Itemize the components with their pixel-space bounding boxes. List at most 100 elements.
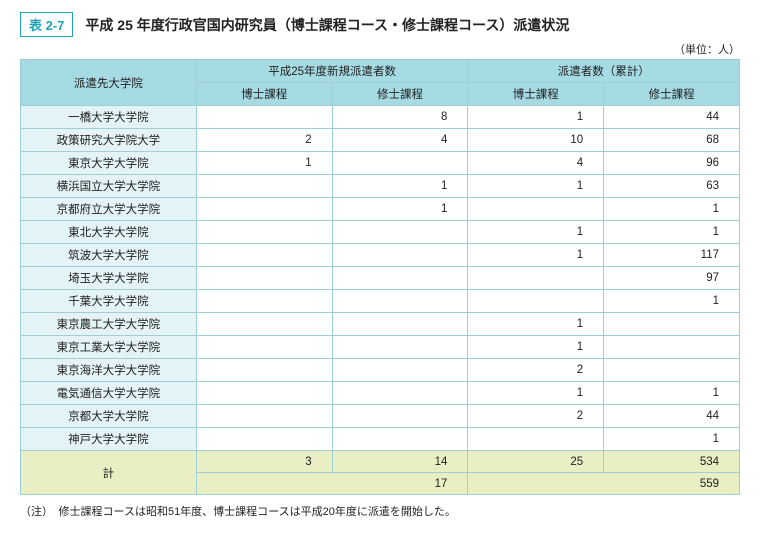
cell-d1 <box>196 382 332 405</box>
cell-d2: 1 <box>468 221 604 244</box>
title-row: 表 2-7 平成 25 年度行政官国内研究員（博士課程コース・修士課程コース）派… <box>20 12 740 37</box>
cell-d1 <box>196 405 332 428</box>
row-name: 一橋大学大学院 <box>21 106 197 129</box>
total-m1: 14 <box>332 451 468 473</box>
table-row: 東京大学大学院1 496 <box>21 152 740 175</box>
row-name: 京都大学大学院 <box>21 405 197 428</box>
cell-m2: 44 <box>604 405 740 428</box>
cell-d2 <box>468 267 604 290</box>
cell-d1 <box>196 175 332 198</box>
cell-m2: 1 <box>604 290 740 313</box>
row-name: 電気通信大学大学院 <box>21 382 197 405</box>
cell-d1 <box>196 336 332 359</box>
col-doc-new: 博士課程 <box>196 83 332 106</box>
row-name: 千葉大学大学院 <box>21 290 197 313</box>
row-name: 東北大学大学院 <box>21 221 197 244</box>
total-row-1: 計 3 14 25 534 <box>21 451 740 473</box>
cell-d2: 1 <box>468 313 604 336</box>
cell-m2: 97 <box>604 267 740 290</box>
cell-d2: 10 <box>468 129 604 152</box>
row-name: 東京農工大学大学院 <box>21 313 197 336</box>
total-d1: 3 <box>196 451 332 473</box>
total-d2: 25 <box>468 451 604 473</box>
cell-d1 <box>196 428 332 451</box>
table-row: 東京海洋大学大学院 2 <box>21 359 740 382</box>
row-name: 横浜国立大学大学院 <box>21 175 197 198</box>
table-row: 千葉大学大学院 1 <box>21 290 740 313</box>
cell-d2: 4 <box>468 152 604 175</box>
cell-d1 <box>196 313 332 336</box>
cell-d1: 2 <box>196 129 332 152</box>
table-row: 京都府立大学大学院11 <box>21 198 740 221</box>
unit-label: （単位：人） <box>20 41 740 57</box>
cell-d2: 1 <box>468 244 604 267</box>
row-name: 埼玉大学大学院 <box>21 267 197 290</box>
dispatch-table: 派遣先大学院 平成25年度新規派遣者数 派遣者数（累計） 博士課程 修士課程 博… <box>20 59 740 495</box>
cell-d2 <box>468 290 604 313</box>
cell-d1 <box>196 198 332 221</box>
cell-m2 <box>604 336 740 359</box>
cell-m1 <box>332 221 468 244</box>
cell-m1: 1 <box>332 198 468 221</box>
table-row: 横浜国立大学大学院1163 <box>21 175 740 198</box>
cell-d2 <box>468 198 604 221</box>
row-name: 東京大学大学院 <box>21 152 197 175</box>
cell-d1 <box>196 221 332 244</box>
table-row: 京都大学大学院244 <box>21 405 740 428</box>
table-row: 東京農工大学大学院 1 <box>21 313 740 336</box>
table-row: 一橋大学大学院8144 <box>21 106 740 129</box>
footnote: （注） 修士課程コースは昭和51年度、博士課程コースは平成20年度に派遣を開始し… <box>20 503 740 519</box>
cell-d2: 1 <box>468 106 604 129</box>
cell-m2: 96 <box>604 152 740 175</box>
cell-m1 <box>332 267 468 290</box>
cell-d2: 1 <box>468 336 604 359</box>
row-name: 東京海洋大学大学院 <box>21 359 197 382</box>
cell-m1 <box>332 152 468 175</box>
col-group-new: 平成25年度新規派遣者数 <box>196 60 468 83</box>
table-tag: 表 2-7 <box>20 12 73 37</box>
cell-d1: 1 <box>196 152 332 175</box>
cell-d1 <box>196 359 332 382</box>
total-label: 計 <box>21 451 197 495</box>
cell-d2 <box>468 428 604 451</box>
cell-m2: 117 <box>604 244 740 267</box>
table-body: 一橋大学大学院8144政策研究大学院大学241068東京大学大学院1496横浜国… <box>21 106 740 451</box>
cell-m2: 1 <box>604 382 740 405</box>
table-title: 平成 25 年度行政官国内研究員（博士課程コース・修士課程コース）派遣状況 <box>85 15 569 35</box>
col-mas-new: 修士課程 <box>332 83 468 106</box>
row-name: 神戸大学大学院 <box>21 428 197 451</box>
total-grand1: 17 <box>196 473 468 495</box>
cell-d2: 1 <box>468 382 604 405</box>
row-name: 東京工業大学大学院 <box>21 336 197 359</box>
cell-m1: 8 <box>332 106 468 129</box>
cell-m1 <box>332 428 468 451</box>
cell-d2: 2 <box>468 359 604 382</box>
col-doc-total: 博士課程 <box>468 83 604 106</box>
table-row: 政策研究大学院大学241068 <box>21 129 740 152</box>
cell-d1 <box>196 106 332 129</box>
table-row: 東京工業大学大学院 1 <box>21 336 740 359</box>
cell-m1: 4 <box>332 129 468 152</box>
cell-m1: 1 <box>332 175 468 198</box>
cell-d1 <box>196 244 332 267</box>
cell-m1 <box>332 313 468 336</box>
cell-m2: 1 <box>604 428 740 451</box>
cell-m1 <box>332 336 468 359</box>
row-name: 政策研究大学院大学 <box>21 129 197 152</box>
cell-d1 <box>196 267 332 290</box>
col-mas-total: 修士課程 <box>604 83 740 106</box>
cell-m1 <box>332 290 468 313</box>
col-group-total: 派遣者数（累計） <box>468 60 740 83</box>
cell-m1 <box>332 244 468 267</box>
table-row: 東北大学大学院11 <box>21 221 740 244</box>
table-row: 神戸大学大学院 1 <box>21 428 740 451</box>
table-row: 筑波大学大学院1117 <box>21 244 740 267</box>
cell-m2: 63 <box>604 175 740 198</box>
table-row: 電気通信大学大学院 11 <box>21 382 740 405</box>
row-name: 京都府立大学大学院 <box>21 198 197 221</box>
cell-m1 <box>332 359 468 382</box>
cell-m2 <box>604 359 740 382</box>
total-grand2: 559 <box>468 473 740 495</box>
col-dest: 派遣先大学院 <box>21 60 197 106</box>
cell-m1 <box>332 382 468 405</box>
